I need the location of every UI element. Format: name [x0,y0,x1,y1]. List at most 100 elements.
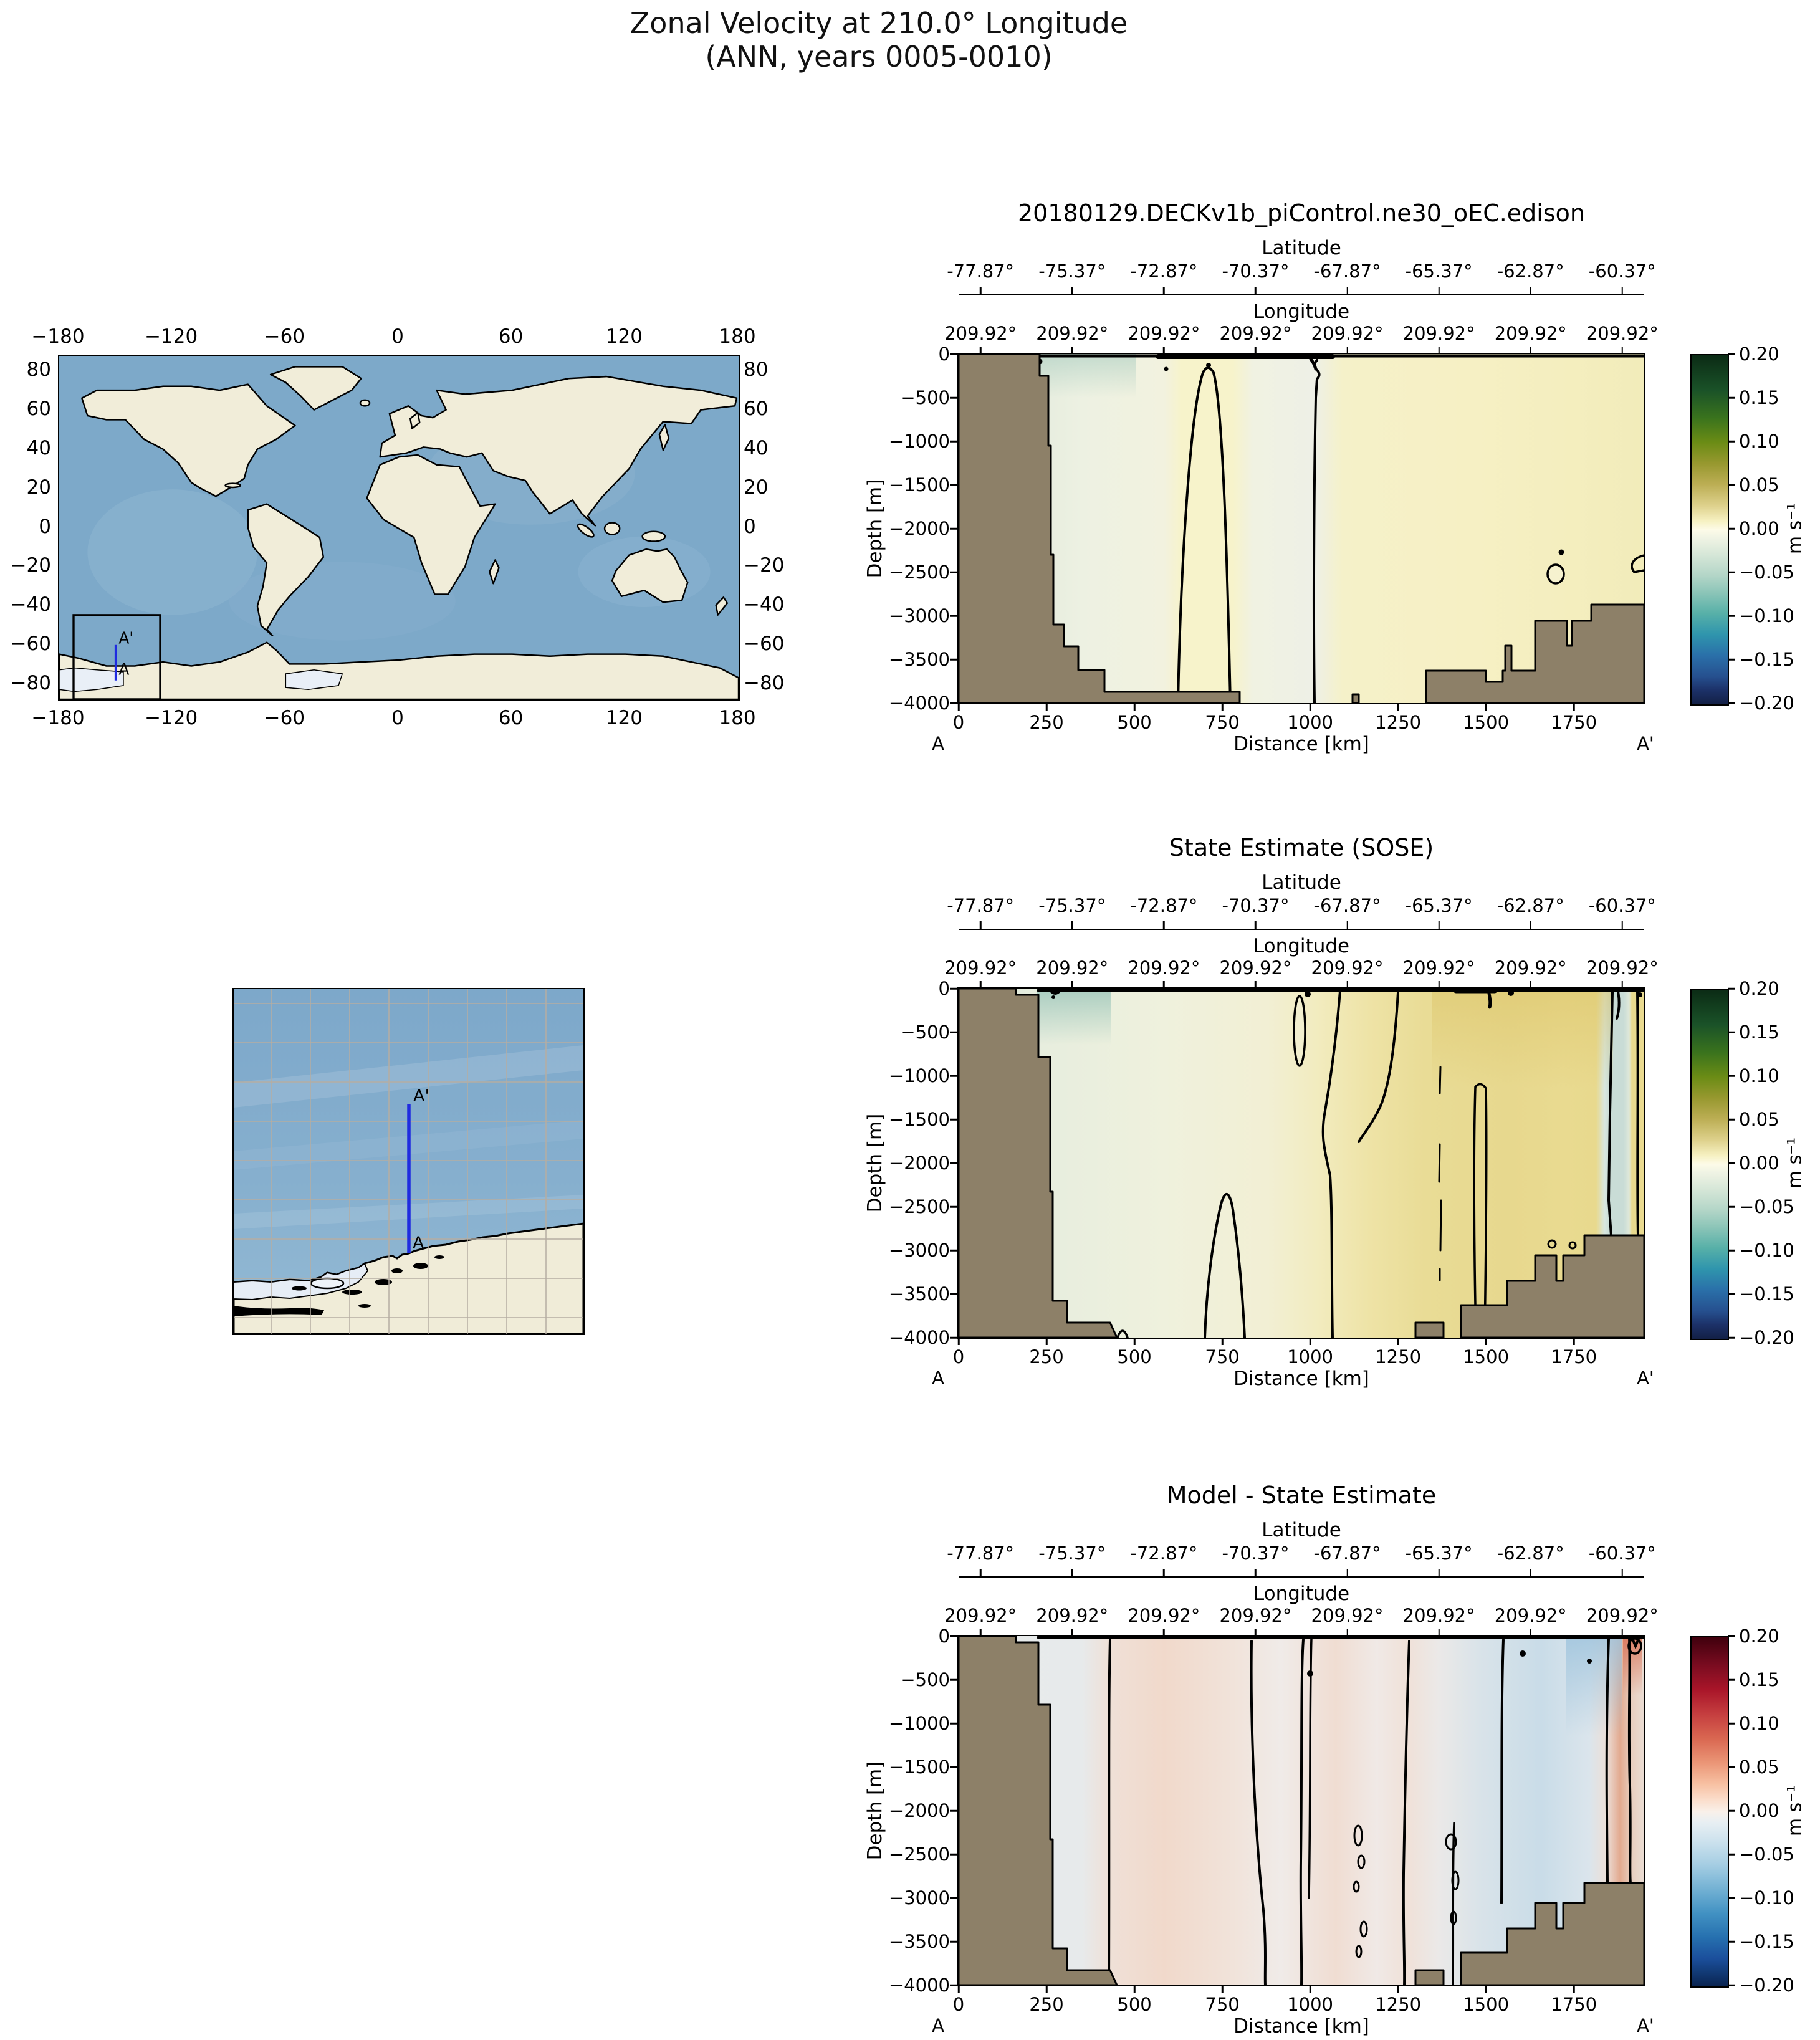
tick-label: 120 [605,707,643,729]
colorbar-tick-marks [1728,353,1735,704]
tick-label: −0.10 [1739,1887,1794,1908]
tick-mark [1071,921,1073,929]
tick-mark [950,571,957,573]
tick-label: 60 [26,397,51,420]
tick-mark [1346,1629,1348,1636]
zero-contours [1037,354,1644,703]
tick-label: −0.20 [1739,1975,1794,1996]
tick-label: -65.37° [1405,895,1473,916]
negative-difference-band [1566,1636,1622,1736]
tick-mark [1728,484,1735,486]
tick-mark [1728,527,1735,530]
tick-label: 180 [719,325,756,348]
tick-mark [950,1205,957,1208]
panel-title: Model - State Estimate [1166,1482,1437,1509]
tick-mark [1530,287,1531,294]
tick-label: −2000 [888,1800,950,1821]
tick-label: −2000 [888,1152,950,1174]
tick-label: 209.92° [1219,323,1292,344]
tick-mark [1346,1569,1348,1576]
antarctica [59,641,739,699]
tick-mark [1728,1293,1735,1295]
tick-label: −3500 [888,1931,950,1952]
tick-mark [950,1293,957,1295]
tick-label: −0.10 [1739,605,1794,626]
tick-label: −0.05 [1739,1844,1794,1865]
tick-label: −0.05 [1739,1196,1794,1217]
land-left [959,354,1241,703]
africa [366,454,496,595]
tick-mark [950,1722,957,1725]
latitude-axis-line [959,285,1644,295]
tick-label: 0 [938,1626,950,1647]
tick-mark [1071,981,1073,989]
tick-mark [1728,1118,1735,1121]
tick-mark [950,1336,957,1339]
tick-label: 0 [952,1346,965,1367]
colorbar-ticks: 0.20 0.15 0.10 0.05 0.00 −0.05 −0.10 −0.15 −0.20 [1739,978,1820,1348]
tick-label: −3500 [888,1283,950,1305]
tick-label: −40 [10,593,51,616]
tick-label: −500 [900,1022,950,1043]
tick-mark [1728,1897,1735,1899]
tick-mark [950,1635,957,1637]
tick-mark [1438,1569,1440,1576]
tick-label: 209.92° [1402,957,1475,979]
tick-label: −60 [744,633,785,656]
tick-label: -77.87° [947,895,1015,916]
section-start-label: A [932,2015,944,2036]
section-end-label: A' [1637,733,1654,754]
tick-label: -77.87° [947,261,1015,282]
tick-label: −80 [10,672,51,695]
tick-label: −1000 [888,431,950,452]
plot-top-tick-marks [959,347,1644,354]
tick-label: -62.87° [1497,1543,1564,1564]
tick-label: -60.37° [1588,261,1656,282]
tick-mark [950,1075,957,1077]
tick-mark [1163,1569,1165,1576]
tick-label: 1250 [1375,712,1422,733]
colorbar-ticks: 0.20 0.15 0.10 0.05 0.00 −0.05 −0.10 −0.15 −0.20 [1739,1626,1820,1996]
bathymetry-land [959,1636,1644,1985]
tick-label: 0 [391,707,404,729]
section-field-model [959,354,1644,703]
distance-tick-marks [957,704,1644,711]
tick-label: 1000 [1287,1346,1333,1367]
tick-label: 209.92° [1494,323,1567,344]
tick-mark [1438,1629,1440,1636]
section-start-label: A [932,733,944,754]
plot-top-tick-marks [959,1629,1644,1636]
weddell-ice-shelf [285,669,343,691]
depth-axis-label: Depth [m] [864,1761,886,1860]
tick-label: −500 [900,387,950,408]
section-field-sose [959,989,1644,1338]
plot-top-tick-marks [959,981,1644,989]
tick-mark [1621,1569,1624,1576]
tick-mark [1485,1339,1487,1345]
tick-mark [1573,1339,1575,1345]
tick-label: -70.37° [1222,1543,1290,1564]
tick-label: 0 [938,978,950,999]
latitude-axis-line [959,920,1644,930]
distance-axis-label: Distance [km] [1233,2015,1369,2038]
tick-label: −180 [31,325,85,348]
tick-label: -72.87° [1130,1543,1198,1564]
distance-ticks: 0 250 500 750 1000 1250 1500 1750 [953,1346,1644,1367]
tick-mark [1221,1339,1224,1345]
world-map-lat-ticks-right: 80 60 40 20 0 −20 −40 −60 −80 [744,355,806,698]
tick-mark [1621,921,1624,929]
transect-end-label: A' [413,1086,429,1106]
tick-label: 250 [1029,1994,1064,2015]
north-america [81,383,296,497]
panel-title: 20180129.DECKv1b_piControl.ne30_oEC.edis… [1018,199,1585,227]
tick-mark [950,396,957,399]
surface-westward-jet [1037,989,1111,1045]
tick-label: 500 [1117,712,1152,733]
tick-mark [1530,1569,1531,1576]
tick-label: 209.92° [1494,957,1567,979]
tick-label: −1000 [888,1065,950,1086]
tick-label: 0 [952,1994,965,2015]
tick-mark [1397,1339,1399,1345]
